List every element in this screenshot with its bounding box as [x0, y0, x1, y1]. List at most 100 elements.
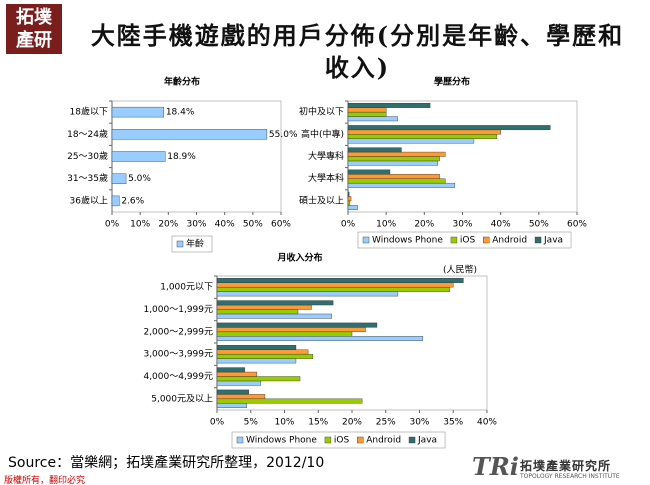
bar	[111, 195, 120, 207]
annotation: (人民幣)	[443, 264, 477, 276]
bar	[111, 173, 127, 184]
y-tick-label: 25～30歲	[67, 150, 108, 162]
x-tick-label: 15%	[308, 418, 328, 428]
bar	[347, 134, 498, 139]
bar	[347, 103, 431, 108]
brand-name: 拓墣產業研究所	[520, 459, 612, 473]
source: Source：當樂網；拓墣產業研究所整理，2012/10	[8, 455, 325, 471]
bar	[216, 313, 332, 319]
value-label: 18.9%	[167, 152, 196, 162]
bar	[347, 200, 351, 206]
bar	[347, 156, 440, 162]
legend-label: Windows Phone	[372, 236, 443, 246]
y-tick-label: 36歲以上	[70, 194, 108, 206]
legend-label: Android	[492, 236, 527, 246]
x-tick-label: 30%	[186, 220, 206, 230]
logo-line: 產研	[16, 30, 52, 51]
x-tick-label: 20%	[158, 220, 178, 230]
legend-swatch	[483, 236, 490, 244]
bar	[347, 129, 501, 135]
bar	[216, 403, 247, 408]
bar	[216, 300, 334, 306]
legend-label: 年齡	[186, 238, 204, 250]
bar	[216, 282, 454, 288]
x-tick-label: 0%	[341, 220, 356, 230]
value-label: 2.6%	[121, 196, 144, 206]
bar	[216, 309, 299, 315]
legend-label: Android	[366, 436, 401, 446]
x-tick-label: 60%	[271, 220, 291, 230]
bar	[347, 147, 402, 153]
legend-label: Windows Phone	[246, 436, 317, 446]
y-tick-label: 31～35歲	[67, 172, 108, 184]
bar	[216, 376, 301, 382]
x-tick-label: 0%	[210, 418, 225, 428]
bar	[111, 106, 165, 118]
y-tick-label: 初中及以下	[299, 106, 344, 118]
bar	[111, 151, 166, 162]
legend-swatch	[176, 240, 184, 248]
chart-title: 年齡分布	[164, 76, 200, 88]
y-tick-label: 1,000～1,999元	[143, 305, 213, 315]
y-tick-label: 5,000元及以上	[151, 393, 213, 404]
bar	[347, 205, 358, 210]
bar	[347, 111, 387, 117]
y-tick-label: 大學專科	[308, 150, 344, 162]
bar	[111, 129, 268, 140]
bar	[347, 107, 387, 113]
legend-label: Java	[543, 236, 563, 246]
bar	[347, 160, 438, 166]
bar	[216, 345, 297, 350]
legend-swatch	[236, 436, 244, 444]
bar	[216, 278, 464, 283]
y-tick-label: 4,000～4,999元	[143, 372, 213, 382]
legend-swatch	[450, 236, 458, 244]
y-tick-label: 18歲以下	[70, 106, 108, 118]
y-tick-label: 1,000元以下	[160, 283, 213, 293]
bar	[216, 291, 399, 297]
x-tick-label: 20%	[414, 220, 434, 230]
bar	[216, 322, 378, 328]
bar	[216, 398, 363, 404]
legend-box	[171, 235, 213, 253]
y-tick-label: 碩士及以上	[299, 194, 344, 206]
legend-label: iOS	[334, 436, 350, 446]
bar	[216, 371, 258, 377]
bar	[347, 138, 475, 144]
x-tick-label: 30%	[409, 418, 429, 428]
bar	[216, 367, 245, 373]
x-tick-label: 10%	[130, 220, 150, 230]
legend-label: iOS	[460, 236, 476, 246]
x-tick-label: 25%	[376, 418, 396, 428]
x-tick-label: 10%	[376, 220, 396, 230]
y-tick-label: 18～24歲	[67, 128, 108, 140]
brand-logo: TRi	[472, 452, 519, 481]
x-tick-label: 40%	[477, 418, 497, 428]
bar	[347, 169, 391, 175]
bar	[216, 353, 314, 359]
bar	[347, 191, 350, 197]
y-tick-label: 3,000～3,999元	[143, 350, 213, 360]
bar	[216, 394, 266, 400]
value-label: 55.0%	[269, 130, 298, 140]
copyright: 版權所有，翻印必究	[4, 476, 86, 485]
bar	[216, 380, 262, 386]
legend-swatch	[324, 436, 332, 444]
slide-title: 大陸手機遊戲的用戶分佈(分別是年齡、學歷和收入)	[90, 21, 625, 82]
legend-swatch	[357, 436, 364, 444]
bar	[347, 182, 456, 188]
bar	[347, 178, 446, 184]
bar	[216, 304, 312, 310]
legend-label: Java	[417, 436, 437, 446]
x-tick-label: 50%	[529, 220, 549, 230]
legend-swatch	[534, 236, 542, 244]
y-tick-label: 高中(中專)	[301, 128, 344, 140]
bar	[216, 349, 309, 355]
x-tick-label: 0%	[105, 220, 120, 230]
bar	[216, 336, 424, 341]
x-tick-label: 5%	[244, 418, 259, 428]
value-label: 18.4%	[166, 108, 195, 118]
x-tick-label: 50%	[243, 220, 263, 230]
brand-name-en: TOPOLOGY RESEARCH INSTITUTE	[520, 473, 620, 480]
